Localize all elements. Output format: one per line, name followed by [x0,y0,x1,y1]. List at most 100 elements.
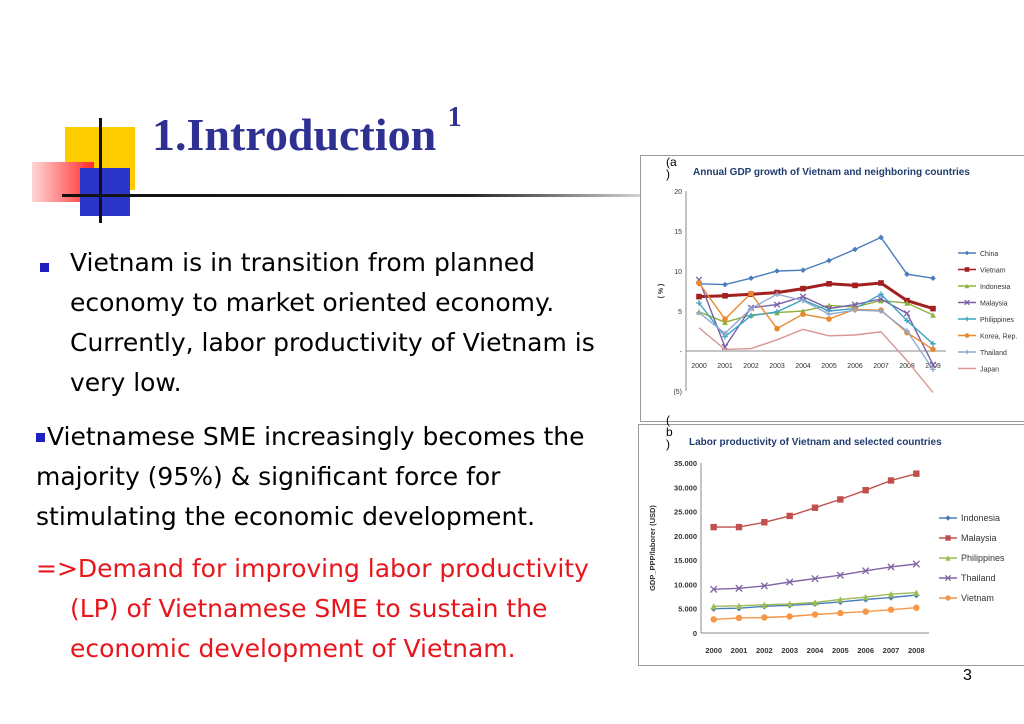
conclusion-text: =>Demand for improving labor productivit… [36,554,589,663]
data-point [913,470,920,477]
data-point [887,477,895,484]
data-point [904,300,910,306]
x-tick-label: 2005 [832,646,849,655]
data-point [761,614,768,621]
legend-marker [945,535,951,541]
data-point [710,603,717,610]
data-point [837,496,844,503]
bullet-marker [40,263,49,272]
conclusion-demand: =>Demand for improving labor productivit… [36,549,642,669]
data-point [826,316,832,322]
data-point [887,594,895,601]
data-point [836,571,844,579]
y-tick-label: 0 [693,629,697,638]
series-thailand [696,291,936,373]
data-point [826,311,832,317]
data-point [735,602,743,609]
x-tick-label: 2004 [795,363,811,370]
legend-label: Vietnam [980,268,1006,275]
decor-horizontal-line [62,194,640,197]
data-point [735,584,743,592]
series-philippines [696,291,936,347]
series-line [698,293,934,345]
data-point [735,523,743,531]
data-point [930,312,936,318]
data-point [722,293,728,299]
data-point [903,310,911,317]
y-tick-label: 15.000 [674,556,697,565]
chart-gdp-growth: Annual GDP growth of Vietnam and neighbo… [640,155,1024,422]
legend-label: Malaysia [980,301,1008,308]
data-point [887,563,895,571]
data-point [811,599,819,606]
data-point [748,313,754,319]
data-point [696,300,702,306]
bullet-text: Vietnamese SME increasingly becomes the … [36,422,585,531]
bullet-text: Vietnam is in transition from planned ec… [70,248,595,397]
series-line [698,279,934,365]
series-korea-rep- [696,280,936,353]
x-tick-label: 2008 [908,646,925,655]
series-line [713,473,917,528]
legend-marker [945,555,951,561]
x-tick-label: 2000 [691,363,707,370]
data-point [722,319,728,325]
x-tick-label: 2004 [807,646,825,655]
series-line [698,327,934,394]
legend-marker [964,283,970,289]
x-tick-label: 2002 [743,363,759,370]
data-point [851,301,859,308]
data-point [722,281,728,288]
data-point [786,600,793,608]
legend-label: Japan [980,367,999,374]
data-point [904,317,910,324]
data-point [811,611,819,618]
x-tick-label: 2005 [821,363,837,370]
data-point [748,290,754,297]
x-tick-label: 2006 [857,646,874,655]
y-axis-label: GDP_PPP/laborer (USD) [648,505,657,591]
data-point [826,257,832,264]
legend-label: Philippines [980,317,1014,324]
legend-label: Thailand [961,573,996,583]
series-china [696,234,936,288]
data-point [761,519,768,526]
data-point [696,280,702,286]
legend-label: China [980,251,998,258]
x-tick-label: 2003 [769,363,785,370]
y-axis-label: ( % ) [658,284,665,299]
legend-marker [964,267,970,272]
legend-label: Malaysia [961,533,997,543]
legend-label: Indonesia [961,513,1000,523]
series-line [698,281,934,311]
data-point [760,582,768,590]
data-point [930,346,936,353]
series-line [698,299,934,323]
y-tick-label: 5 [678,309,682,316]
y-tick-label: 10.000 [674,580,697,589]
legend-marker [945,515,951,521]
x-tick-label: 2006 [847,363,863,370]
data-point [852,307,858,313]
data-point [722,316,728,322]
data-point [799,293,807,300]
y-tick-label: (5) [673,389,682,396]
data-point [930,366,936,373]
data-point [786,613,793,620]
data-point [722,330,728,337]
title-superscript: 1 [447,102,462,133]
x-tick-label: 2008 [899,363,915,370]
data-point [800,285,806,292]
legend-label: Indonesia [980,284,1010,291]
bullet-marker [36,433,45,442]
data-point [800,311,806,317]
data-point [710,585,718,593]
data-point [913,604,920,611]
legend-marker [944,574,952,582]
gdp-growth-svg: Annual GDP growth of Vietnam and neighbo… [658,167,1017,396]
legend-label: Vietnam [961,593,994,603]
data-point [878,280,884,286]
data-point [811,504,819,511]
data-point [887,590,895,598]
y-tick-label: 10 [674,269,682,276]
